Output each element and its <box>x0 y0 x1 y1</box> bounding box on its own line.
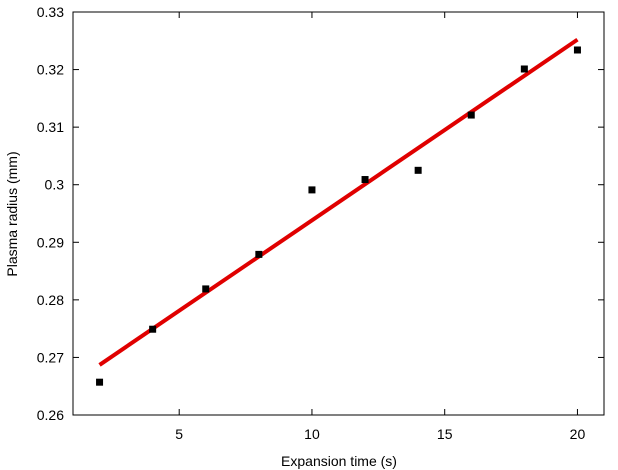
fit-line <box>98 37 579 367</box>
y-tick-label: 0.27 <box>37 349 64 365</box>
data-point <box>573 46 581 54</box>
data-point <box>414 166 422 174</box>
y-tick-label: 0.3 <box>45 177 65 193</box>
x-tick-label: 20 <box>570 426 586 442</box>
x-tick-label: 15 <box>437 426 453 442</box>
y-tick-label: 0.28 <box>37 292 64 308</box>
fit-line-layer <box>98 37 579 367</box>
y-axis-label: Plasma radius (mm) <box>4 151 20 276</box>
y-tick-label: 0.32 <box>37 62 64 78</box>
data-point <box>520 65 528 73</box>
data-point <box>308 186 316 194</box>
data-point <box>149 325 157 333</box>
ticks <box>73 11 604 416</box>
data-point <box>96 378 104 386</box>
plot-frame <box>72 11 605 416</box>
data-points <box>96 46 581 386</box>
x-axis-label: Expansion time (s) <box>281 453 397 469</box>
x-tick-label: 10 <box>304 426 320 442</box>
tick-labels: 5 10 15 20 0.26 0.27 0.28 0.29 0.3 0.31 0.32 0.33 <box>37 4 586 442</box>
data-point <box>202 285 210 293</box>
y-tick-label: 0.29 <box>37 234 64 250</box>
y-tick-label: 0.31 <box>37 119 64 135</box>
y-tick-label: 0.26 <box>37 407 64 423</box>
x-tick-label: 5 <box>175 426 183 442</box>
y-tick-label: 0.33 <box>37 4 64 20</box>
data-point <box>255 250 263 258</box>
data-point <box>361 176 369 184</box>
data-point <box>467 111 475 119</box>
